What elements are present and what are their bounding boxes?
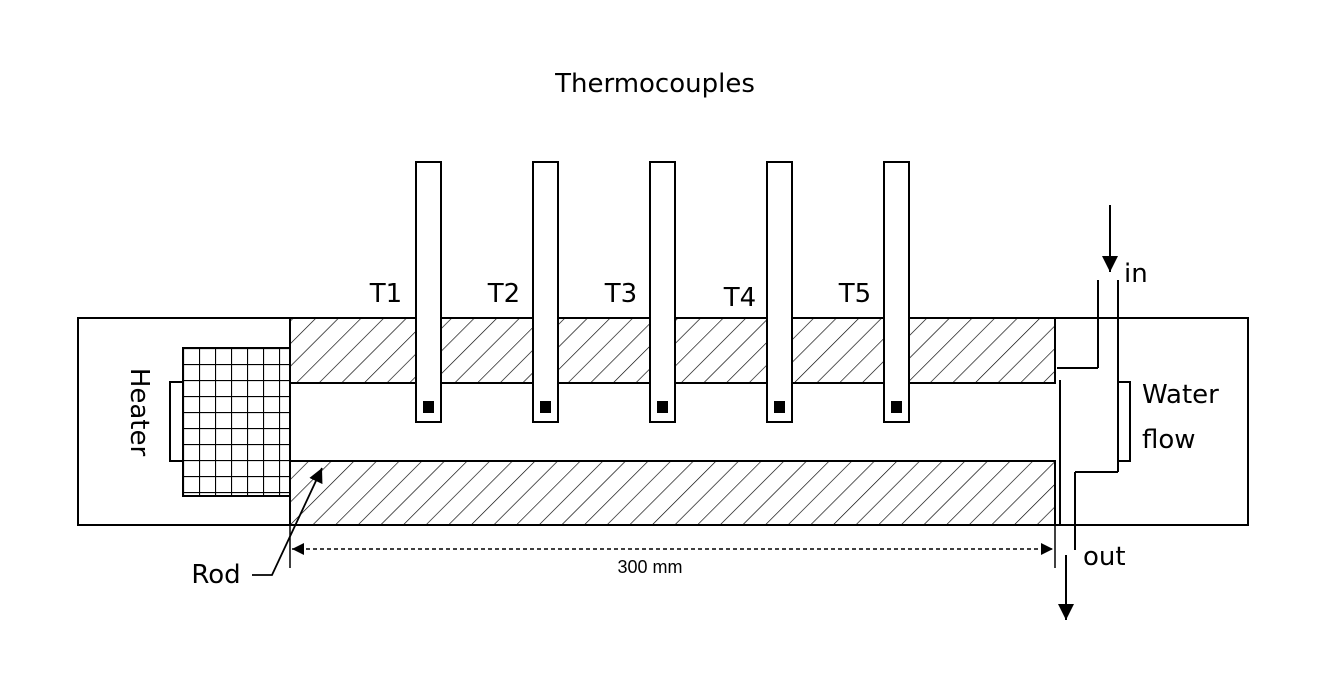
thermocouple-label-4: T4 — [723, 283, 756, 313]
diagram-title: Thermocouples — [554, 69, 755, 99]
dimension-line: 300 mm — [289, 525, 1056, 577]
inlet-label: in — [1124, 259, 1148, 289]
water-piping — [1057, 205, 1131, 620]
water-flow-label-line2: flow — [1142, 425, 1196, 455]
probe-junction — [657, 401, 668, 413]
thermocouple-label-1: T1 — [369, 279, 402, 309]
heater-label: Heater — [124, 368, 154, 457]
thermocouple-probe-5: T5 — [838, 161, 910, 423]
probe-sheath — [532, 161, 559, 423]
thermocouple-probe-1: T1 — [369, 161, 442, 423]
thermocouple-probe-3: T3 — [604, 161, 676, 423]
probe-junction — [891, 401, 902, 413]
rod-pointer — [252, 467, 323, 576]
heater-bracket — [169, 381, 183, 462]
dimension-label: 300 mm — [617, 557, 682, 577]
water-flow-label-line1: Water — [1142, 380, 1219, 410]
thermocouple-probe-2: T2 — [487, 161, 559, 423]
probe-junction — [774, 401, 785, 413]
thermocouple-probes: T1 T2 T3 T4 T5 — [369, 161, 910, 423]
water-flow-bracket — [1118, 381, 1131, 462]
probe-sheath — [883, 161, 910, 423]
thermocouple-probe-4: T4 — [723, 161, 793, 423]
rod-label: Rod — [191, 560, 240, 590]
probe-junction — [423, 401, 434, 413]
probe-sheath — [415, 161, 442, 423]
rod-lower-wall — [289, 460, 1056, 526]
thermocouple-label-2: T2 — [487, 279, 520, 309]
probe-junction — [540, 401, 551, 413]
heater-block — [182, 347, 291, 497]
probe-sheath — [766, 161, 793, 423]
outlet-label: out — [1083, 542, 1126, 572]
thermocouple-label-3: T3 — [604, 279, 637, 309]
probe-sheath — [649, 161, 676, 423]
thermocouple-label-5: T5 — [838, 279, 871, 309]
